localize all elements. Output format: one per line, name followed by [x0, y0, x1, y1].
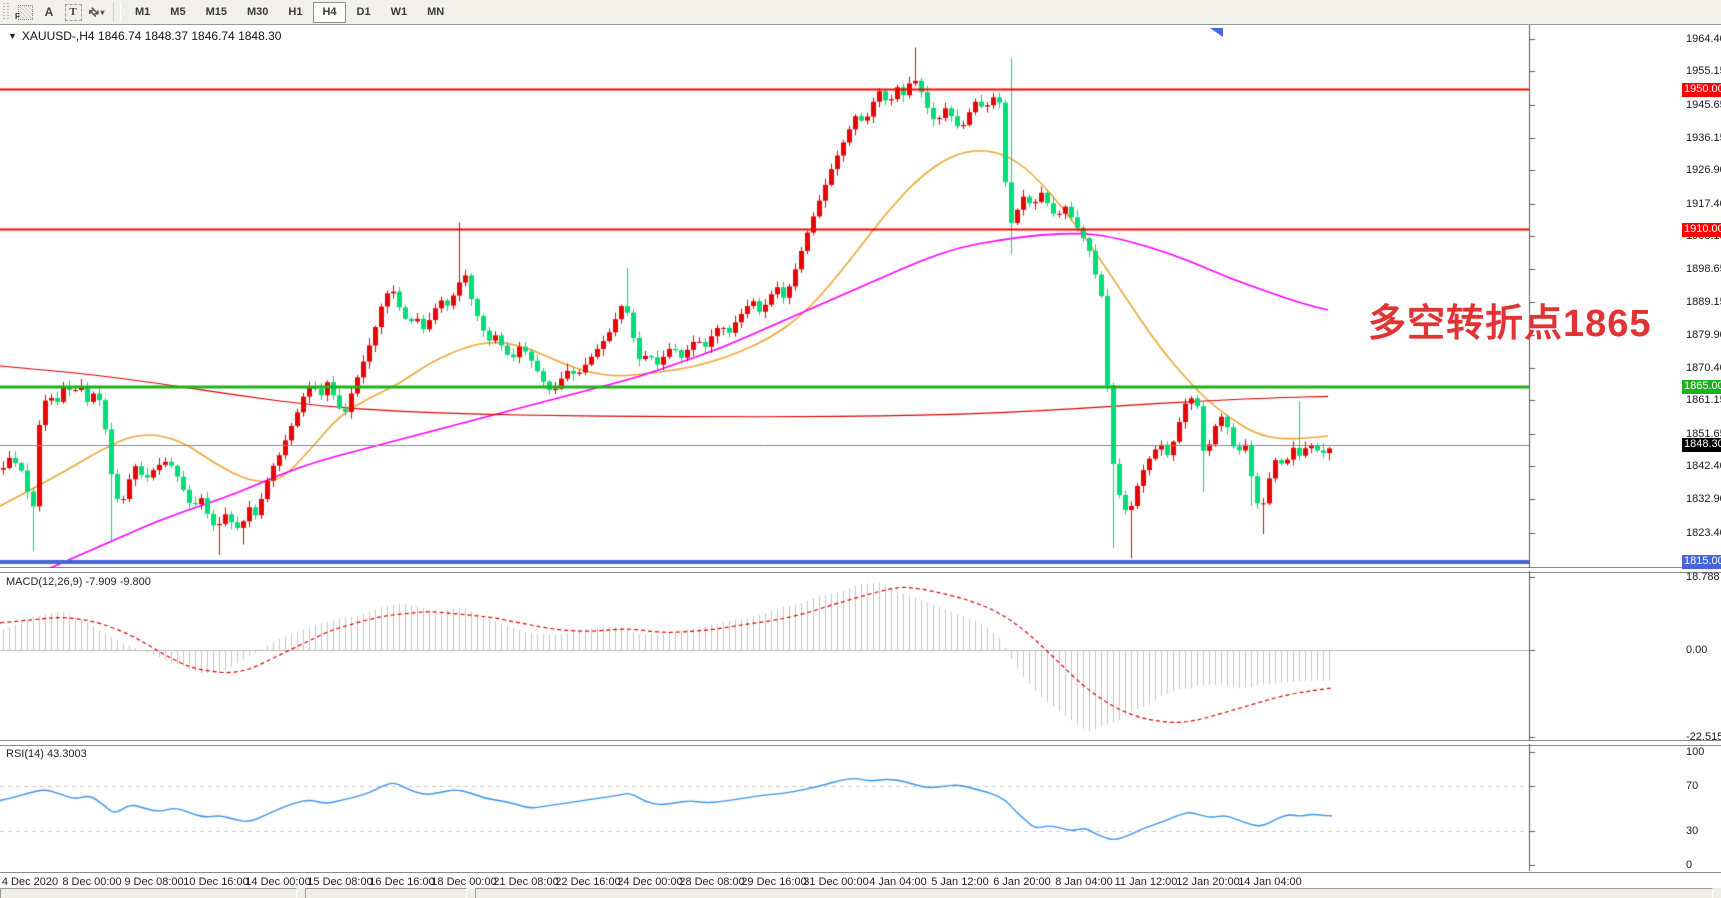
- rsi-tick-label: 30: [1686, 825, 1699, 838]
- symbol-dropdown-icon[interactable]: ▼: [8, 31, 17, 41]
- time-axis[interactable]: 4 Dec 2020 8 Dec 00:00 9 Dec 08:00 10 Dec 1…: [0, 872, 1721, 889]
- rsi-tick-label: 100: [1686, 746, 1705, 758]
- time-tick-label: 31 Dec 00:00: [803, 876, 869, 888]
- tf-button-H1[interactable]: H1: [288, 5, 303, 18]
- arrows-tool-icon[interactable]: ⇄ ▾: [85, 2, 109, 22]
- toolbar: F A T ⇄ ▾ M1 M5 M15 M30 H1 H4 D1 W1 MN: [0, 0, 1721, 25]
- level-tag-1865.00: 1865.00: [1682, 380, 1721, 394]
- rsi-tick-label: 0: [1686, 859, 1693, 871]
- status-cell-1: [0, 888, 297, 898]
- text-label-icon[interactable]: A: [44, 5, 54, 19]
- time-tick-label: 18 Dec 00:00: [431, 876, 497, 888]
- tf-button-M15[interactable]: M15: [205, 5, 227, 18]
- macd-label: MACD(12,26,9) -7.909 -9.800: [6, 576, 151, 588]
- time-tick-label: 15 Dec 08:00: [307, 876, 373, 888]
- price-tick-label: 1879.90: [1686, 328, 1721, 341]
- time-tick-label: 4 Dec 2020: [1, 876, 59, 888]
- time-tick-label: 5 Jan 12:00: [931, 876, 989, 888]
- level-tag-1910.00: 1910.00: [1682, 222, 1721, 237]
- macd-tick-label: 0.00: [1686, 644, 1708, 656]
- main-price-chart[interactable]: [0, 25, 1540, 568]
- time-tick-label: 11 Jan 12:00: [1114, 876, 1178, 888]
- time-tick-label: 16 Dec 16:00: [369, 876, 435, 888]
- price-tick-label: 1898.65: [1686, 263, 1721, 276]
- tf-button-H4[interactable]: H4: [313, 1, 346, 23]
- dropdown-caret-icon: ▾: [100, 7, 105, 17]
- time-tick-label: 14 Dec 00:00: [245, 876, 311, 888]
- time-tick-label: 14 Jan 04:00: [1238, 876, 1302, 888]
- text-box-icon[interactable]: T: [61, 2, 85, 22]
- time-tick-label: 4 Jan 04:00: [869, 876, 927, 888]
- price-tick-label: 1936.15: [1686, 131, 1721, 144]
- symbol-ohlc-text: XAUUSD-,H4 1846.74 1848.37 1846.74 1848.…: [21, 29, 282, 43]
- time-tick-label: 21 Dec 08:00: [493, 876, 559, 888]
- chart-shift-marker-icon[interactable]: [1210, 28, 1223, 37]
- time-tick-label: 22 Dec 16:00: [555, 876, 621, 888]
- time-tick-label: 10 Dec 16:00: [183, 876, 249, 888]
- indicator-frame-icon[interactable]: F: [13, 2, 37, 22]
- rsi-indicator-panel[interactable]: [0, 744, 1540, 871]
- toolbar-grip[interactable]: [3, 3, 10, 21]
- time-tick-label: 9 Dec 08:00: [124, 876, 184, 888]
- status-cell-3: [475, 888, 1713, 898]
- status-cell-2: [305, 888, 467, 898]
- tf-button-M1[interactable]: M1: [135, 5, 151, 18]
- time-tick-label: 24 Dec 00:00: [617, 876, 683, 888]
- price-tick-label: 1889.15: [1686, 296, 1721, 309]
- tf-button-M5[interactable]: M5: [170, 5, 186, 18]
- status-bar: [0, 888, 1721, 898]
- tf-button-M30[interactable]: M30: [246, 5, 269, 18]
- level-tag-1815.00: 1815.00: [1682, 555, 1721, 569]
- tf-button-D1[interactable]: D1: [356, 5, 371, 18]
- price-tick-label: 1955.15: [1686, 65, 1721, 78]
- price-tick-label: 1851.65: [1686, 427, 1721, 440]
- price-tick-label: 1832.90: [1686, 493, 1721, 506]
- price-tick-label: 1870.40: [1686, 362, 1721, 375]
- price-tick-label: 1945.65: [1686, 98, 1721, 111]
- time-tick-label: 12 Jan 20:00: [1176, 876, 1240, 888]
- current-price-tag: 1848.30: [1682, 438, 1721, 453]
- level-tag-1950.00: 1950.00: [1682, 82, 1721, 97]
- price-tick-label: 1926.90: [1686, 164, 1721, 177]
- macd-tick-label: -22.515: [1686, 731, 1721, 744]
- price-tick-label: 1917.40: [1686, 197, 1721, 210]
- macd-indicator-panel[interactable]: [0, 571, 1540, 741]
- annotation-text: 多空转折点1865: [1368, 303, 1652, 345]
- rsi-label: RSI(14) 43.3003: [6, 748, 87, 760]
- time-tick-label: 8 Jan 04:00: [1055, 876, 1113, 888]
- rsi-tick-label: 70: [1686, 779, 1699, 792]
- price-tick-label: 1861.15: [1686, 394, 1721, 407]
- toolbar-separator: [113, 2, 121, 22]
- tf-button-MN[interactable]: MN: [427, 5, 445, 18]
- time-tick-label: 6 Jan 20:00: [993, 876, 1051, 888]
- time-tick-label: 8 Dec 00:00: [62, 876, 122, 888]
- time-tick-label: 28 Dec 08:00: [679, 876, 745, 888]
- price-tick-label: 1823.40: [1686, 526, 1721, 539]
- macd-tick-label: 18.788: [1686, 571, 1720, 584]
- price-tick-label: 1964.40: [1686, 33, 1721, 46]
- price-tick-label: 1842.40: [1686, 460, 1721, 473]
- diagonal-arrows-icon: ⇄: [85, 3, 103, 21]
- time-tick-label: 29 Dec 16:00: [741, 876, 807, 888]
- tf-button-W1[interactable]: W1: [390, 5, 408, 18]
- timeframe-buttons: M1 M5 M15 M30 H1 H4 D1 W1 MN: [125, 1, 454, 23]
- symbol-ohlc-line: ▼ XAUUSD-,H4 1846.74 1848.37 1846.74 184…: [8, 29, 281, 43]
